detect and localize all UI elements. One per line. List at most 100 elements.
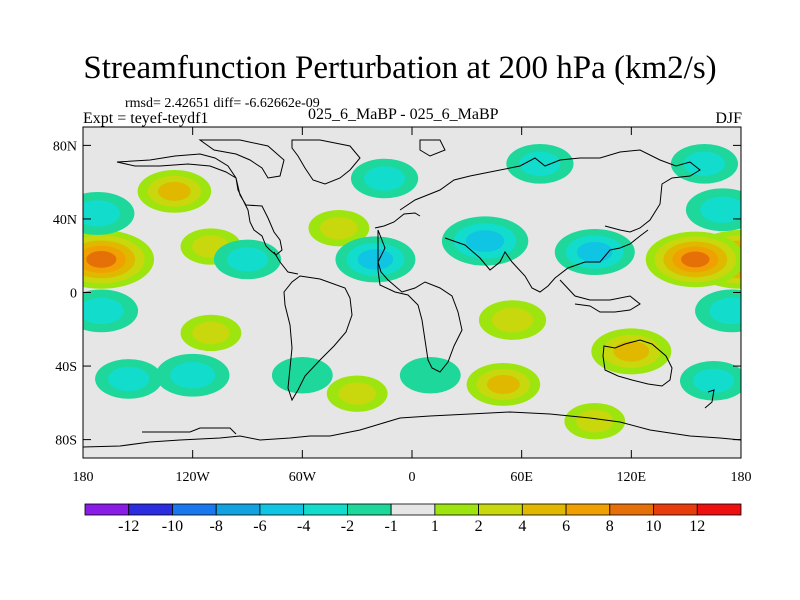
- anomaly-feature: [326, 375, 388, 412]
- colorbar-label: 12: [689, 518, 705, 535]
- colorbar-label: 6: [562, 518, 570, 535]
- colorbar-swatch: [215, 503, 261, 516]
- colorbar-label: -4: [297, 518, 310, 535]
- contour-level: [683, 151, 726, 176]
- coast-arabia-india: [444, 229, 649, 293]
- anomaly-feature: [399, 357, 461, 394]
- x-tick-label: 180: [73, 470, 94, 485]
- colorbar-swatch: [303, 503, 348, 516]
- x-tick-label: 60E: [510, 470, 533, 485]
- contour-level: [320, 216, 358, 240]
- contour-level: [700, 196, 741, 223]
- coast-africa: [377, 229, 463, 373]
- contour-level: [192, 321, 230, 345]
- colorbar-swatch: [172, 503, 217, 516]
- x-tick-label: 60W: [289, 470, 317, 485]
- y-tick-label: 80N: [53, 139, 77, 154]
- colorbar-label: -6: [253, 518, 266, 535]
- contour-level: [486, 374, 520, 394]
- colorbar-label: -2: [341, 518, 354, 535]
- anomaly-feature: [83, 230, 155, 289]
- colorbar-label: 1: [431, 518, 439, 535]
- colorbar-swatch: [478, 503, 523, 516]
- contour-level: [338, 382, 376, 405]
- anomaly-feature: [213, 239, 282, 280]
- contour-level: [491, 307, 534, 333]
- colorbar-swatch: [696, 503, 742, 516]
- experiment-label: Expt = teyef-teydf1: [83, 110, 209, 127]
- anomaly-feature: [350, 158, 419, 199]
- contour-level: [86, 251, 117, 268]
- colorbar: -12 -10 -8 -6 -4 -2 -1 1 2 4 6 8 10 12: [84, 503, 742, 535]
- contour-level: [170, 362, 216, 389]
- contour-level: [465, 230, 505, 252]
- x-axis: 180 120W 60W 0 60E 120E 180: [73, 127, 752, 485]
- stats-text: rmsd= 2.42651 diff= -6.62662e-09: [125, 96, 320, 111]
- x-tick-label: 120E: [617, 470, 647, 485]
- anomaly-feature: [554, 229, 635, 276]
- contour-level: [363, 166, 406, 191]
- y-tick-label: 0: [70, 287, 77, 302]
- colorbar-swatch: [521, 503, 567, 516]
- anomaly-feature: [506, 143, 574, 184]
- contour-level: [576, 410, 614, 433]
- colorbar-label: -1: [384, 518, 397, 535]
- anomaly-feature: [335, 236, 416, 283]
- colorbar-label: 2: [475, 518, 483, 535]
- anomaly-feature: [180, 314, 242, 352]
- colorbar-swatch: [346, 503, 392, 516]
- anomaly-feature: [137, 169, 212, 213]
- coast-central-america: [273, 251, 299, 275]
- anomaly-feature: [308, 209, 370, 247]
- colorbar-swatch: [259, 503, 305, 516]
- colorbar-swatch: [434, 503, 480, 516]
- colorbar-label: 4: [518, 518, 526, 535]
- coast-antarctica: [83, 411, 741, 448]
- anomaly-feature: [441, 216, 529, 266]
- anomaly-feature: [466, 363, 541, 406]
- colorbar-label: -8: [210, 518, 223, 535]
- y-tick-label: 80S: [55, 434, 77, 449]
- colorbar-swatch: [609, 503, 654, 516]
- contour-level: [271, 357, 333, 394]
- case-label: 025_6_MaBP - 025_6_MaBP: [308, 106, 499, 123]
- contour-field: [83, 143, 741, 440]
- x-tick-label: 0: [409, 470, 416, 485]
- colorbar-swatch: [565, 503, 611, 516]
- y-tick-label: 40N: [53, 213, 77, 228]
- contour-level: [692, 368, 735, 393]
- x-tick-label: 180: [731, 470, 752, 485]
- anomaly-feature: [591, 328, 672, 375]
- chart-title: Streamfunction Perturbation at 200 hPa (…: [83, 50, 717, 86]
- coast-europe-south: [374, 212, 421, 229]
- x-tick-label: 120W: [176, 470, 211, 485]
- contour-level: [519, 151, 561, 176]
- y-tick-label: 40S: [55, 360, 77, 375]
- contour-level: [357, 249, 394, 270]
- coast-south-america: [283, 275, 353, 402]
- anomaly-feature: [645, 231, 741, 288]
- anomaly-feature: [83, 289, 139, 333]
- coast-australia: [602, 339, 673, 387]
- colorbar-swatch: [84, 503, 130, 516]
- contour-level: [613, 341, 650, 362]
- y-axis: 80N 40N 0 40S 80S: [53, 139, 741, 449]
- colorbar-label: -10: [162, 518, 183, 535]
- coast-north-america: [116, 153, 283, 256]
- colorbar-swatch: [390, 503, 436, 516]
- colorbar-label: 8: [606, 518, 614, 535]
- contour-level: [157, 181, 191, 201]
- colorbar-label: -12: [118, 518, 139, 535]
- anomaly-feature: [83, 192, 135, 235]
- anomaly-feature: [155, 353, 230, 397]
- contour-level: [83, 200, 121, 227]
- anomaly-feature: [271, 357, 333, 394]
- coastlines: [83, 139, 741, 448]
- coast-canada-arctic: [198, 139, 285, 179]
- coast-europe: [399, 149, 701, 233]
- coast-new-zealand: [704, 389, 715, 409]
- contour-level: [226, 247, 269, 272]
- anomaly-feature: [679, 360, 741, 401]
- anomaly-feature: [478, 300, 547, 340]
